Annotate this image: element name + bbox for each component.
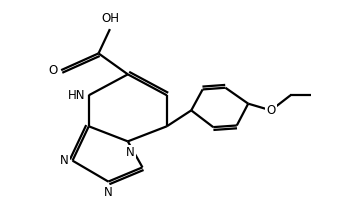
Text: N: N — [60, 154, 69, 167]
Text: O: O — [266, 104, 276, 117]
Text: HN: HN — [67, 89, 85, 102]
Text: N: N — [104, 186, 113, 199]
Text: O: O — [49, 64, 58, 77]
Text: N: N — [126, 146, 135, 159]
Text: OH: OH — [101, 12, 119, 25]
